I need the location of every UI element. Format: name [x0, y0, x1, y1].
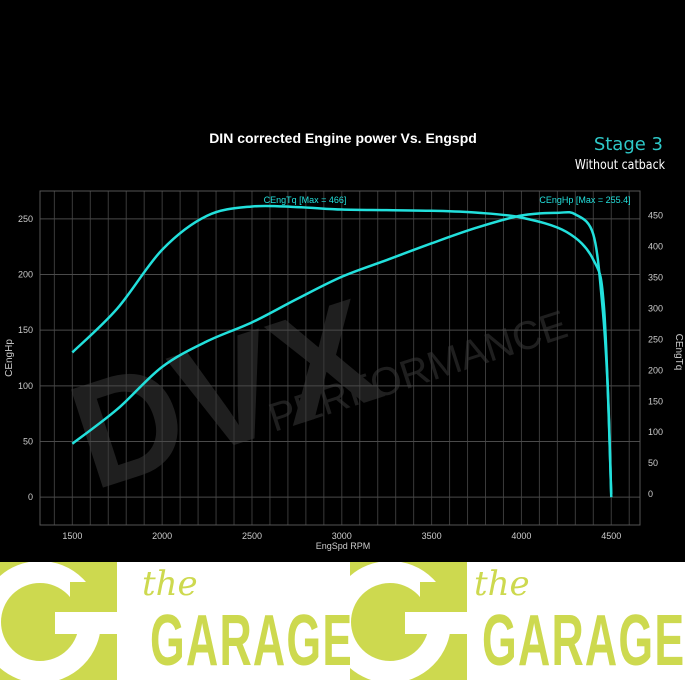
series-line-CEngTq: [71, 204, 613, 495]
banner-garage-text: GARAGE: [482, 601, 685, 681]
catback-note: Without catback: [574, 158, 665, 173]
x-tick-label: 1500: [62, 531, 82, 541]
chart-title: DIN corrected Engine power Vs. Engspd: [209, 130, 477, 146]
series-line-CEngHp: [71, 210, 613, 498]
x-tick-label: 4000: [511, 531, 531, 541]
right-tick-label: 200: [648, 365, 663, 375]
right-tick-label: 100: [648, 427, 663, 437]
banner-garage-text: GARAGE: [150, 601, 354, 681]
right-tick-label: 450: [648, 211, 663, 221]
right-tick-label: 50: [648, 458, 658, 468]
right-tick-label: 350: [648, 273, 663, 283]
x-tick-label: 2000: [152, 531, 172, 541]
stage-label: Stage 3: [593, 134, 663, 155]
right-tick-label: 300: [648, 304, 663, 314]
garage-g-logo-icon: [350, 562, 467, 680]
x-tick-label: 4500: [601, 531, 621, 541]
left-axis-label: CEngHp: [4, 339, 15, 377]
left-tick-label: 250: [18, 214, 33, 224]
x-axis-label: EngSpd RPM: [316, 541, 371, 551]
right-tick-label: 400: [648, 242, 663, 252]
power-series-label: CEngHp [Max = 255.4]: [539, 195, 630, 205]
left-tick-label: 0: [28, 492, 33, 502]
garage-banner: the GARAGE the GARAGE: [0, 562, 685, 685]
garage-g-logo-icon: [0, 562, 117, 680]
chart-background: [0, 0, 685, 560]
right-tick-label: 150: [648, 396, 663, 406]
right-tick-label: 250: [648, 334, 663, 344]
dyno-chart: DVX PERFORMANCE DIN corrected Engine pow…: [0, 0, 685, 560]
left-tick-label: 100: [18, 381, 33, 391]
x-tick-label: 2500: [242, 531, 262, 541]
x-tick-label: 3000: [332, 531, 352, 541]
right-tick-label: 0: [648, 489, 653, 499]
left-tick-label: 150: [18, 325, 33, 335]
x-tick-label: 3500: [422, 531, 442, 541]
plot-frame: [39, 190, 641, 526]
left-tick-label: 200: [18, 270, 33, 280]
torque-series-label: CEngTq [Max = 466]: [264, 195, 347, 205]
banner-the-text: the: [474, 564, 530, 604]
banner-the-text: the: [142, 564, 198, 604]
right-axis-label: CEngTq: [673, 334, 684, 371]
left-tick-label: 50: [23, 437, 33, 447]
